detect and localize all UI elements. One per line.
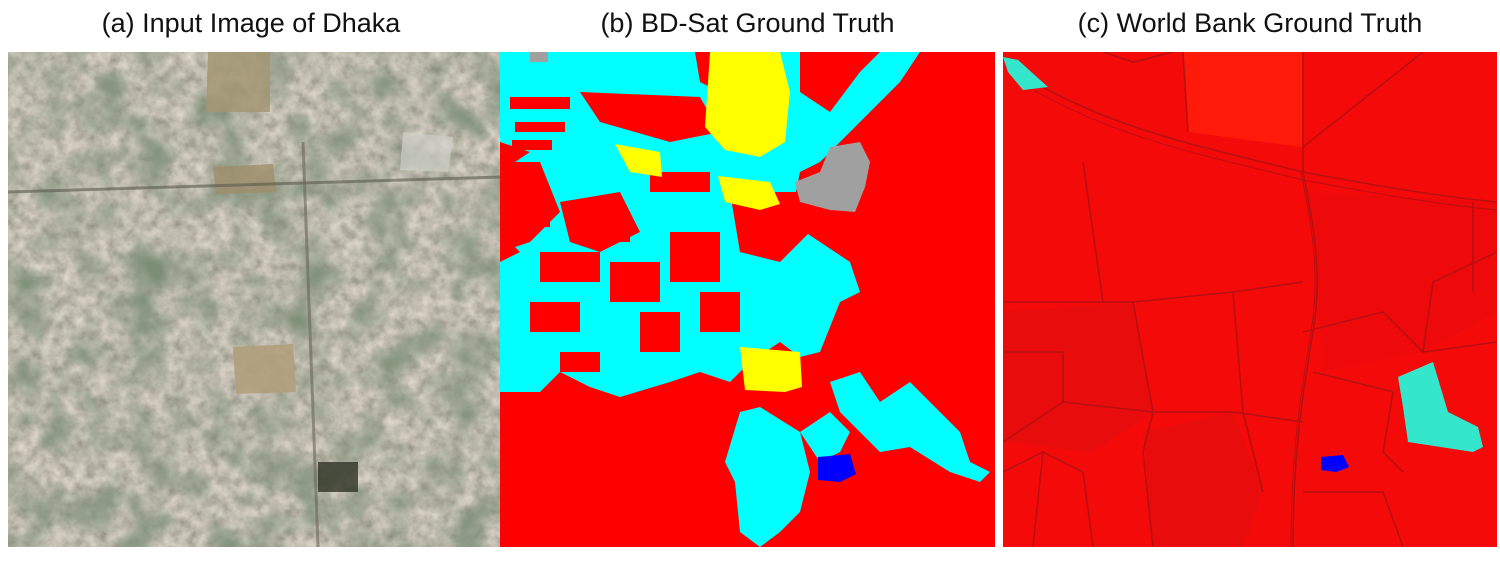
parcel <box>1183 52 1303 147</box>
caption-bdsat-ground-truth: (b) BD-Sat Ground Truth <box>600 8 895 38</box>
satellite-image-dhaka <box>8 52 502 547</box>
parcel <box>1143 412 1263 547</box>
water-region <box>1321 455 1349 472</box>
green-space-region <box>1398 362 1483 452</box>
parcel <box>1303 192 1497 372</box>
vegetation-regions <box>500 52 990 547</box>
parcel <box>1003 302 1153 452</box>
bdsat-segmentation-map <box>500 52 995 547</box>
parcel-boundaries <box>1003 52 1497 547</box>
caption-world-bank-ground-truth: (c) World Bank Ground Truth <box>1077 8 1423 38</box>
caption-input-image: (a) Input Image of Dhaka <box>101 8 401 38</box>
built-up-patches <box>500 92 810 372</box>
world-bank-segmentation-map <box>1003 52 1497 547</box>
other-class-regions <box>530 52 870 212</box>
open-space-regions <box>615 52 802 392</box>
water-region <box>818 454 856 482</box>
green-space-region <box>1003 57 1048 90</box>
